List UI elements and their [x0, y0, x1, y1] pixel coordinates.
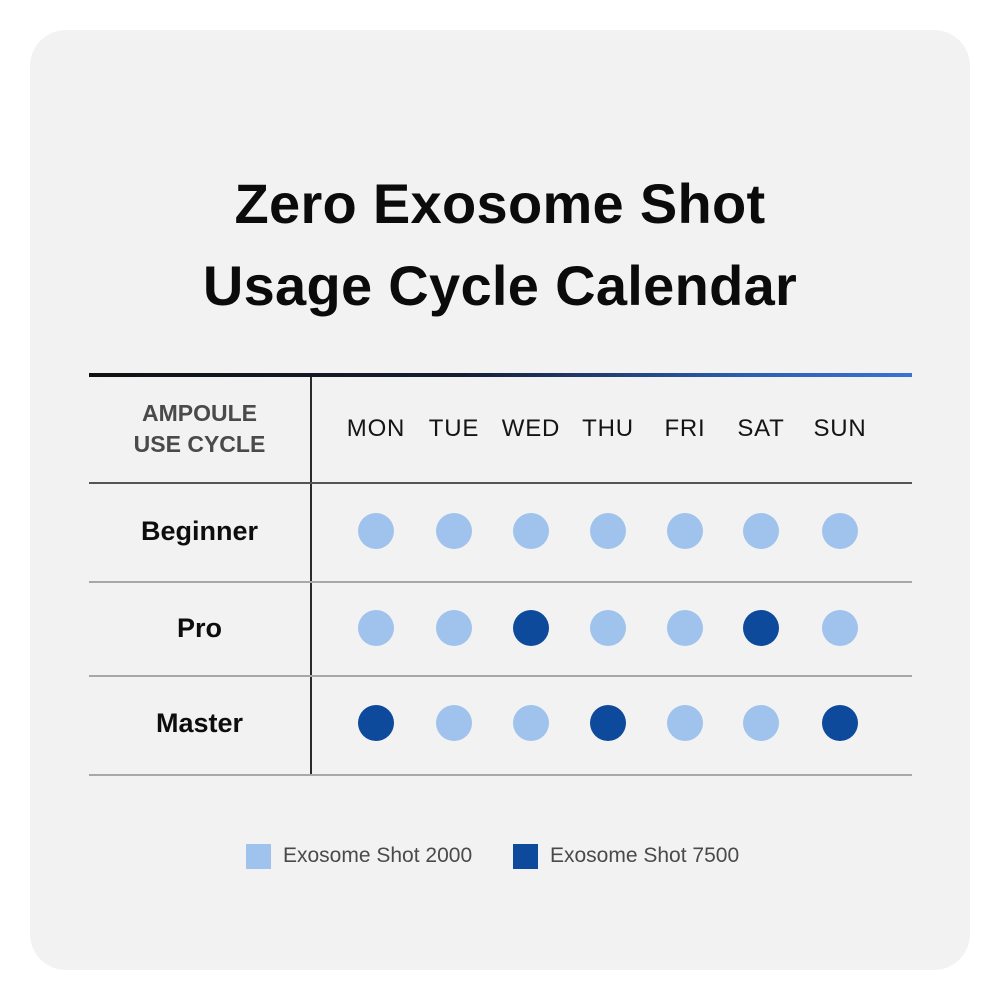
dot-beginner-sat-shot-2000: [743, 513, 779, 549]
dot-pro-sun-shot-2000: [822, 610, 858, 646]
dot-pro-thu-shot-2000: [590, 610, 626, 646]
row-divider-1: [89, 581, 912, 583]
day-header-tue: TUE: [428, 415, 480, 442]
dot-pro-mon-shot-2000: [358, 610, 394, 646]
legend-label-2000: Exosome Shot 2000: [283, 844, 473, 867]
dot-master-sun-shot-7500: [822, 705, 858, 741]
legend-swatch-2000: [246, 843, 271, 869]
day-header-sun: SUN: [813, 415, 867, 442]
dot-master-wed-shot-2000: [513, 705, 549, 741]
title-line-2: Usage Cycle Calendar: [202, 254, 798, 317]
dot-beginner-thu-shot-2000: [590, 513, 626, 549]
legend-item-7500: Exosome Shot 7500: [513, 843, 739, 869]
dot-beginner-fri-shot-2000: [667, 513, 703, 549]
day-header-fri: FRI: [664, 415, 706, 442]
legend-label-7500: Exosome Shot 7500: [550, 844, 740, 867]
cycle-header-line-2: USE CYCLE: [133, 431, 266, 457]
cycle-column-header: AMPOULE USE CYCLE: [89, 398, 310, 460]
day-header-sat: SAT: [737, 415, 785, 442]
dot-beginner-sun-shot-2000: [822, 513, 858, 549]
row-divider-2: [89, 675, 912, 677]
dot-pro-tue-shot-2000: [436, 610, 472, 646]
legend-swatch-7500: [513, 843, 538, 869]
row-label-beginner: Beginner: [140, 516, 259, 546]
row-divider-3: [89, 774, 912, 776]
dot-master-sat-shot-2000: [743, 705, 779, 741]
legend-item-2000: Exosome Shot 2000: [246, 843, 472, 869]
header-divider: [89, 482, 912, 484]
day-header-thu: THU: [582, 415, 634, 442]
row-label-pro: Pro: [176, 613, 222, 643]
dot-beginner-tue-shot-2000: [436, 513, 472, 549]
cycle-header-line-1: AMPOULE: [142, 400, 257, 426]
dot-master-tue-shot-2000: [436, 705, 472, 741]
dot-beginner-mon-shot-2000: [358, 513, 394, 549]
dot-master-thu-shot-7500: [590, 705, 626, 741]
dot-pro-sat-shot-7500: [743, 610, 779, 646]
day-header-wed: WED: [501, 415, 561, 442]
page-title: Zero Exosome Shot Usage Cycle Calendar: [0, 163, 1000, 327]
dot-pro-fri-shot-2000: [667, 610, 703, 646]
dot-beginner-wed-shot-2000: [513, 513, 549, 549]
calendar-card: [30, 30, 970, 970]
day-header-mon: MON: [346, 415, 406, 442]
table-column-divider: [310, 377, 312, 775]
table-top-rule: [89, 373, 912, 377]
title-line-1: Zero Exosome Shot: [234, 172, 766, 235]
dot-pro-wed-shot-7500: [513, 610, 549, 646]
row-label-master: Master: [155, 708, 244, 738]
dot-master-fri-shot-2000: [667, 705, 703, 741]
dot-master-mon-shot-7500: [358, 705, 394, 741]
